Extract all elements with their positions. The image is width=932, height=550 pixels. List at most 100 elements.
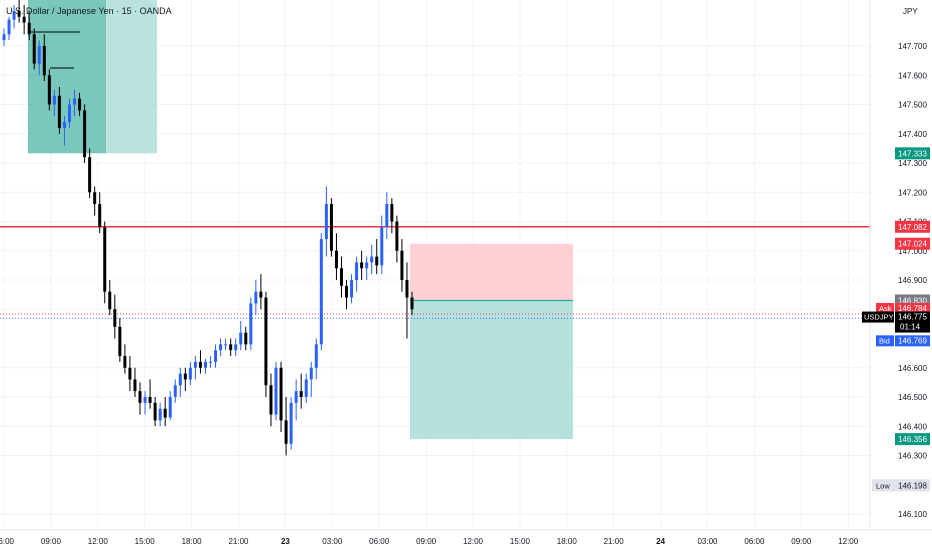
last-value-bg: [895, 311, 930, 333]
x-tick-label: 15:00: [510, 537, 531, 546]
y-tick-label: 147.500: [898, 101, 927, 110]
x-tick-label: 03:00: [322, 537, 343, 546]
candle-body: [193, 361, 197, 368]
y-tick-label: 146.100: [898, 510, 927, 519]
candle-body: [249, 303, 253, 345]
candle: [410, 291, 414, 316]
candle: [2, 28, 6, 46]
candle-body: [274, 367, 278, 415]
candle: [143, 391, 147, 415]
candle-body: [319, 239, 323, 345]
candle: [7, 16, 11, 41]
candle-body: [22, 16, 26, 23]
low-label: Low 146.198: [872, 479, 930, 492]
y-tick-label: 147.200: [898, 188, 927, 197]
candle: [27, 10, 31, 41]
candle-body: [98, 203, 102, 228]
candle: [405, 262, 409, 339]
candle-body: [93, 192, 97, 204]
last-value-text: 146.775: [898, 313, 927, 322]
candle-body: [365, 262, 369, 269]
bid-value-bg: [895, 335, 930, 347]
candle-body: [299, 391, 303, 397]
candle-body: [324, 203, 328, 240]
candle: [365, 256, 369, 280]
candle: [304, 373, 308, 403]
candle: [214, 344, 218, 368]
candle: [47, 69, 51, 111]
candle-body: [12, 10, 16, 20]
candle-body: [279, 367, 283, 421]
candle: [118, 318, 122, 362]
stop-loss-zone[interactable]: [410, 243, 573, 301]
candle-body: [118, 326, 122, 357]
candle: [355, 256, 359, 292]
candle: [173, 379, 177, 403]
candle-body: [405, 280, 409, 298]
candle-body: [314, 344, 318, 368]
candle-body: [138, 391, 142, 403]
stop-loss-label: 147.024: [895, 237, 930, 250]
previous-target-label-bg: [895, 147, 930, 160]
candle-body: [370, 256, 374, 263]
candle-body: [32, 34, 36, 64]
prev-position-zone[interactable]: [106, 0, 157, 154]
candle-body: [309, 367, 313, 380]
candle: [83, 104, 87, 163]
y-tick-label: 146.400: [898, 422, 927, 431]
candle: [264, 291, 268, 397]
candles: [2, 0, 414, 456]
candle-body: [178, 373, 182, 386]
candle: [22, 5, 26, 35]
y-tick-label: 146.600: [898, 364, 927, 373]
candle-body: [7, 19, 11, 35]
prev-position-profit-zone[interactable]: [28, 0, 106, 154]
candle-body: [67, 104, 71, 123]
ask-value-bg: [895, 302, 930, 314]
candle: [395, 215, 399, 263]
candle: [123, 344, 127, 374]
candle: [183, 367, 187, 392]
candle-body: [395, 221, 399, 251]
price-lines[interactable]: [0, 31, 870, 319]
candle: [203, 358, 207, 374]
position-zones[interactable]: [28, 0, 573, 440]
candle: [229, 338, 233, 357]
candle: [390, 198, 394, 234]
candle: [78, 92, 82, 117]
candle-body: [259, 291, 263, 298]
take-profit-zone[interactable]: [410, 300, 573, 440]
x-tick-label: 06:00: [744, 537, 765, 546]
stop-loss-label-bg: [895, 237, 930, 250]
candle: [12, 5, 16, 29]
resistance-label: 147.082: [895, 220, 930, 233]
candle: [314, 338, 318, 380]
y-tick-label: 147.400: [898, 130, 927, 139]
currency-label: JPY: [903, 7, 918, 16]
x-tick-label: 12:00: [838, 537, 859, 546]
y-tick-label: 147.300: [898, 159, 927, 168]
bid-value-text: 146.769: [898, 336, 927, 345]
candle-body: [173, 385, 177, 397]
ask-tag-bg: [876, 302, 894, 314]
candle: [138, 382, 142, 415]
x-tick-label: 03:00: [697, 537, 718, 546]
candle: [254, 280, 258, 316]
candle: [360, 250, 364, 280]
candle: [370, 244, 374, 275]
candle: [299, 373, 303, 409]
candle: [309, 361, 313, 397]
candle: [284, 397, 288, 456]
x-tick-label: 21:00: [604, 537, 625, 546]
candle: [128, 356, 132, 392]
candle: [62, 116, 66, 146]
candle-body: [269, 385, 273, 415]
take-profit-label: 146.356: [895, 433, 930, 446]
candle-body: [83, 110, 87, 158]
x-tick-label: 23: [281, 537, 290, 546]
candle: [178, 367, 182, 397]
candle-body: [294, 391, 298, 403]
ask-label: Ask 146.784: [876, 302, 930, 314]
